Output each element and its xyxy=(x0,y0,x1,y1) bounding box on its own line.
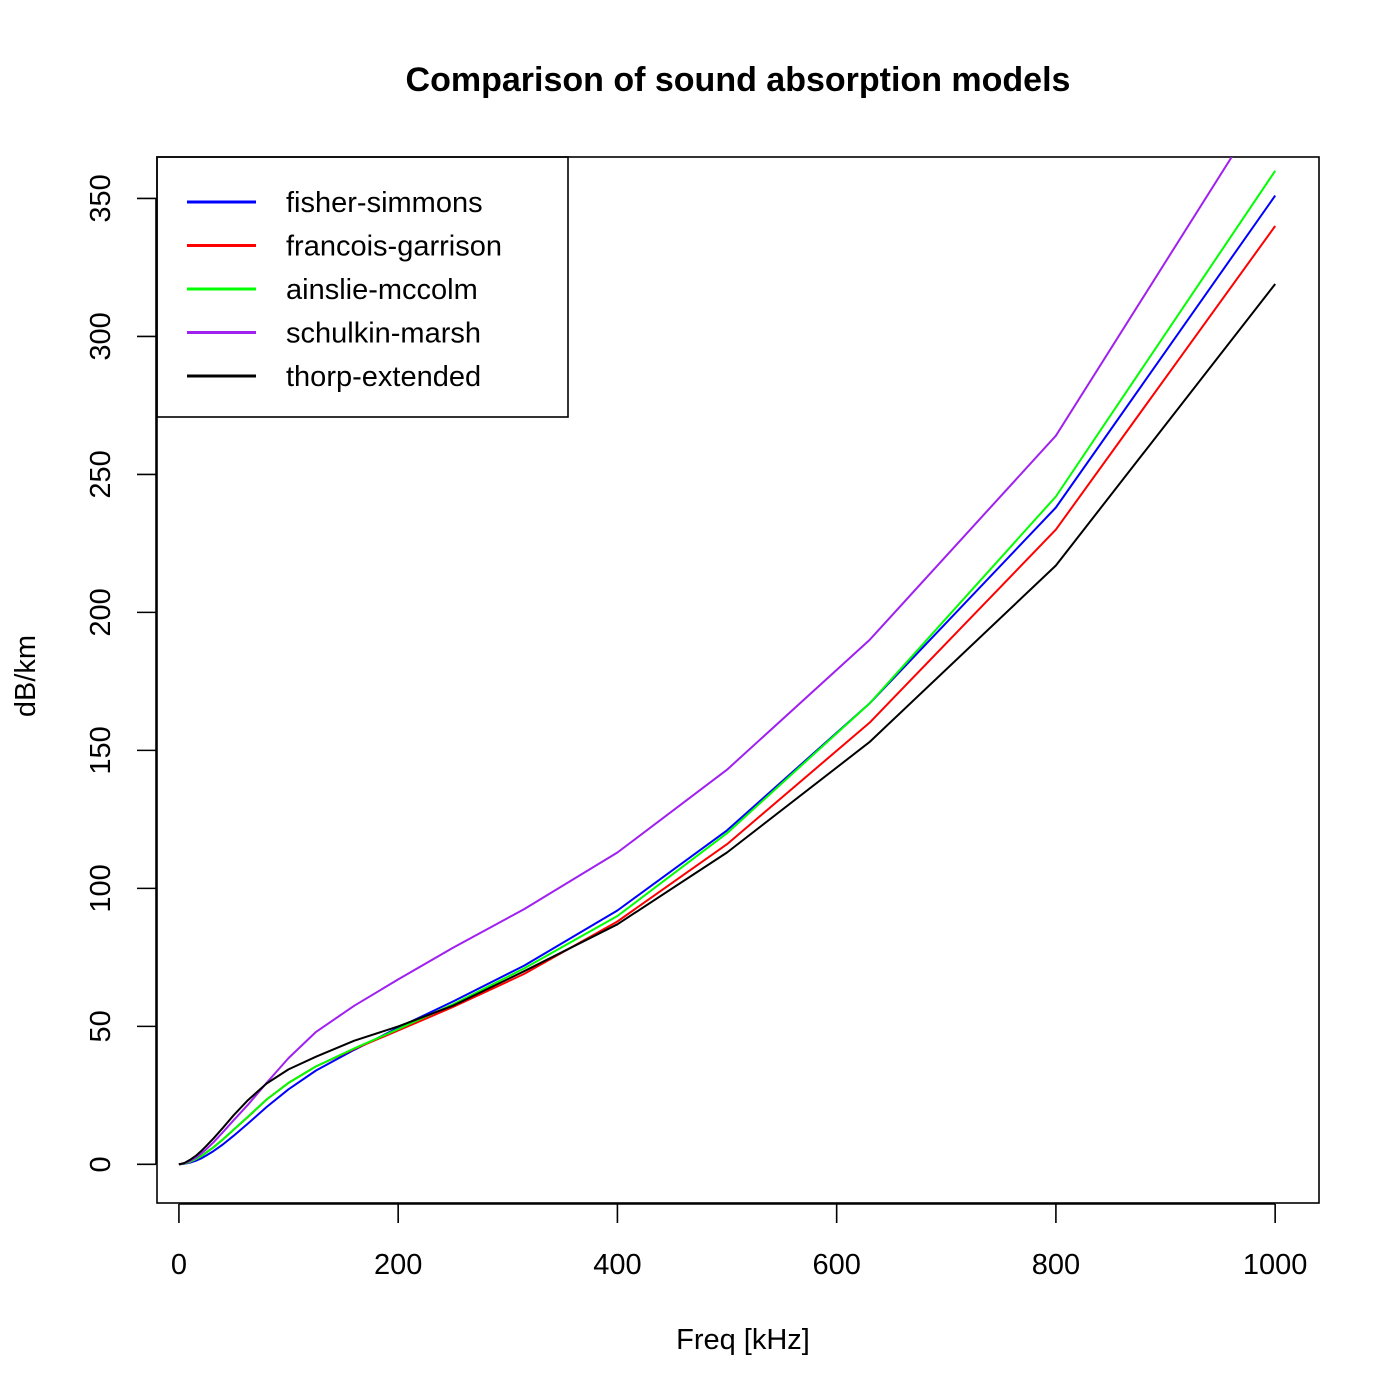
x-tick-label: 800 xyxy=(1032,1249,1080,1281)
legend-label-ainslie-mccolm: ainslie-mccolm xyxy=(286,274,478,306)
y-axis: 0 50 100 150 200 250 300 350 xyxy=(85,174,157,1172)
y-tick-label: 250 xyxy=(85,450,117,498)
y-tick-label: 0 xyxy=(85,1156,117,1172)
y-tick-label: 50 xyxy=(85,1010,117,1042)
x-tick-label: 400 xyxy=(593,1249,641,1281)
series-line-fisher-simmons xyxy=(178,195,1277,1166)
legend-label-thorp-extended: thorp-extended xyxy=(286,361,481,393)
y-tick-label: 300 xyxy=(85,312,117,360)
legend-box xyxy=(156,156,569,418)
chart-title: Comparison of sound absorption models xyxy=(406,61,1071,99)
series-line-ainslie-mccolm xyxy=(178,170,1277,1166)
legend-label-schulkin-marsh: schulkin-marsh xyxy=(286,318,481,350)
series-line-thorp-extended xyxy=(178,283,1276,1166)
y-tick-label: 200 xyxy=(85,588,117,636)
y-tick-label: 100 xyxy=(85,864,117,912)
x-tick-label: 200 xyxy=(374,1249,422,1281)
legend: fisher-simmons francois-garrison ainslie-m… xyxy=(156,156,569,418)
legend-label-fisher-simmons: fisher-simmons xyxy=(286,187,483,219)
plot-frame xyxy=(156,156,1320,1204)
legend-label-francois-garrison: francois-garrison xyxy=(286,231,502,263)
x-tick-label: 1000 xyxy=(1243,1249,1308,1281)
y-tick-label: 350 xyxy=(85,174,117,222)
x-tick-label: 600 xyxy=(812,1249,860,1281)
series-line-schulkin-marsh xyxy=(178,157,1233,1166)
x-tick-label: 0 xyxy=(171,1249,187,1281)
x-axis: 0 200 400 600 800 1000 xyxy=(171,1203,1308,1281)
y-axis-label: dB/km xyxy=(10,635,42,717)
y-tick-label: 150 xyxy=(85,726,117,774)
series-layer xyxy=(178,157,1277,1166)
x-axis-label: Freq [kHz] xyxy=(676,1324,810,1356)
